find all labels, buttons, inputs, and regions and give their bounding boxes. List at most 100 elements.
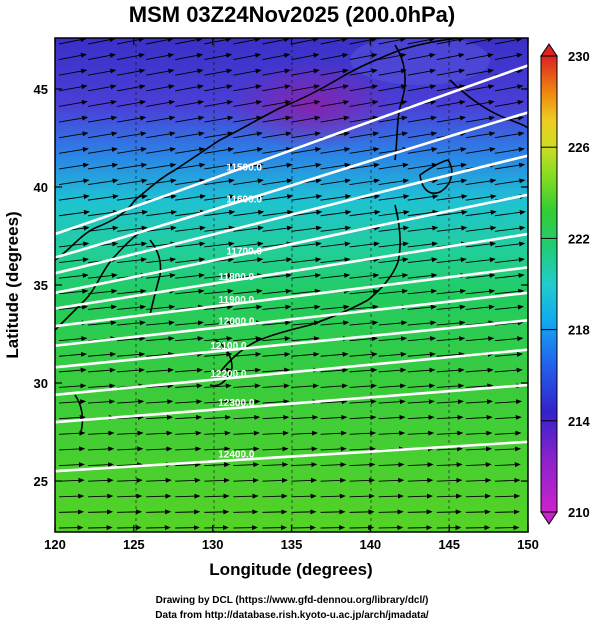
wind-arrow: [233, 493, 259, 499]
wind-arrow: [494, 273, 525, 279]
wind-arrow: [378, 68, 407, 76]
wind-arrow: [436, 399, 464, 405]
wind-arrow: [494, 162, 526, 170]
wind-arrow: [291, 493, 317, 499]
colorbar-tick-label: 226: [568, 140, 590, 155]
wind-arrow: [349, 383, 378, 389]
wind-arrow: [378, 162, 409, 170]
wind-arrow: [204, 525, 229, 531]
wind-arrow: [494, 225, 526, 232]
wind-arrow: [233, 414, 261, 420]
wind-arrow: [349, 367, 378, 373]
wind-arrow: [262, 209, 294, 217]
wind-arrow: [87, 162, 119, 170]
contour-label: 12000.0: [218, 316, 255, 327]
wind-arrow: [349, 99, 379, 107]
wind-arrow: [465, 477, 492, 483]
contour-label: 12200.0: [210, 369, 247, 380]
wind-arrow: [320, 115, 350, 123]
wind-arrow: [175, 84, 204, 92]
wind-arrow: [175, 194, 207, 201]
wind-arrow: [465, 288, 496, 295]
wind-arrow: [436, 493, 463, 499]
wind-arrow: [494, 131, 525, 139]
wind-arrow: [320, 383, 348, 389]
wind-arrow: [320, 477, 347, 483]
wind-arrow: [175, 525, 200, 531]
wind-arrow: [291, 351, 320, 357]
wind-arrow: [436, 430, 464, 436]
wind-arrow: [87, 84, 117, 92]
wind-arrow: [175, 399, 203, 405]
wind-arrow: [320, 52, 349, 61]
wind-arrow: [407, 336, 437, 342]
wind-arrow: [175, 38, 203, 45]
y-tick-label: 25: [34, 474, 48, 489]
wind-arrow: [117, 493, 143, 499]
wind-arrow: [117, 509, 143, 515]
colorbar-bar: [540, 55, 558, 513]
wind-arrow: [494, 84, 524, 92]
wind-arrow: [88, 320, 117, 326]
wind-arrow: [407, 414, 435, 420]
wind-arrow: [58, 84, 88, 92]
wind-arrow: [117, 304, 147, 310]
wind-arrow: [88, 462, 114, 468]
colorbar-tick-label: 222: [568, 231, 590, 246]
contour-label: 11500.0: [226, 163, 262, 174]
wind-arrow: [494, 477, 521, 483]
wind-arrow: [407, 320, 437, 326]
wind-arrow: [146, 383, 174, 389]
wind-arrow: [88, 399, 116, 405]
wind-arrow: [146, 38, 174, 45]
wind-arrow: [117, 99, 146, 107]
wind-arrow: [291, 52, 320, 61]
wind-arrow: [58, 477, 85, 483]
wind-arrow: [291, 131, 322, 139]
wind-arrow: [262, 273, 293, 279]
wind-arrow: [117, 257, 148, 264]
wind-arrow: [465, 462, 492, 468]
wind-arrow: [349, 52, 378, 61]
wind-arrow: [117, 84, 146, 92]
wind-arrow: [233, 84, 262, 92]
wind-arrow: [262, 225, 294, 232]
wind-arrow: [494, 446, 522, 452]
wind-arrow: [87, 115, 118, 123]
wind-arrow: [407, 257, 438, 264]
wind-arrow: [88, 477, 114, 483]
wind-arrow: [58, 99, 88, 107]
wind-arrow: [146, 147, 177, 154]
wind-arrow: [436, 351, 465, 357]
wind-arrow: [291, 38, 320, 45]
wind-arrow: [291, 509, 317, 515]
wind-arrow: [465, 367, 494, 373]
wind-arrow: [407, 367, 436, 373]
y-tick-label: 35: [34, 278, 48, 293]
wind-arrow: [117, 52, 146, 61]
wind-arrow: [407, 288, 438, 295]
wind-arrow: [320, 414, 348, 420]
wind-arrow: [378, 178, 410, 185]
x-tick-label: 135: [281, 537, 303, 552]
wind-arrow: [117, 399, 145, 405]
wind-arrow: [146, 351, 175, 357]
wind-arrow: [291, 446, 318, 452]
wind-arrow: [204, 367, 233, 373]
wind-arrow: [378, 336, 408, 342]
wind-arrow: [175, 320, 204, 326]
wind-arrow: [494, 304, 524, 310]
wind-arrow: [262, 336, 291, 342]
x-tick-label: 140: [359, 537, 381, 552]
x-tick-label: 150: [517, 537, 539, 552]
wind-arrow: [233, 131, 263, 139]
wind-arrow: [117, 162, 148, 170]
contour-label: 11700.0: [226, 246, 262, 257]
wind-arrow: [204, 336, 233, 342]
contour-label: 11600.0: [226, 194, 262, 205]
wind-arrow: [378, 509, 404, 515]
wind-arrow: [58, 241, 90, 248]
wind-arrow: [204, 446, 231, 452]
wind-arrow: [436, 225, 468, 232]
wind-arrow: [175, 241, 206, 248]
